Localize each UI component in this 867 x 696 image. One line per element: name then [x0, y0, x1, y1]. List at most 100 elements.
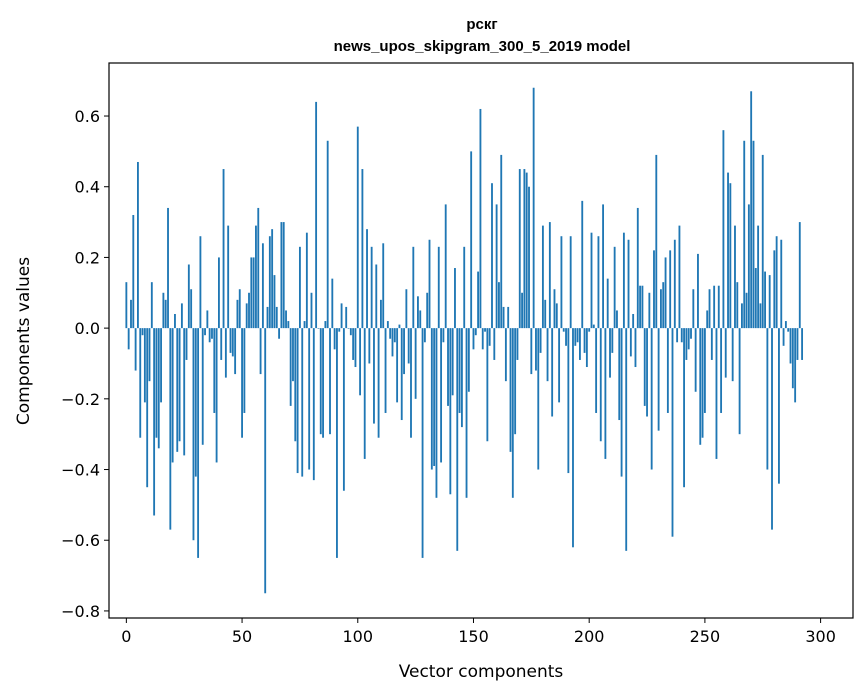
bar: [546, 328, 549, 382]
x-tick-label: 300: [805, 627, 836, 646]
bar: [398, 324, 401, 329]
bar: [523, 169, 526, 329]
bar: [185, 328, 188, 360]
bar: [646, 328, 648, 417]
x-tick-label: 200: [574, 627, 605, 646]
bar: [504, 328, 507, 382]
bar: [486, 328, 489, 442]
bar: [180, 303, 183, 329]
bar: [171, 328, 174, 463]
bar: [224, 328, 227, 378]
bar: [699, 328, 702, 445]
bar: [447, 328, 449, 406]
bar: [752, 140, 755, 329]
bar: [287, 321, 290, 329]
bar: [701, 328, 704, 438]
bar: [683, 328, 685, 488]
bar: [727, 172, 729, 329]
bar: [537, 328, 540, 470]
x-tick-label: 50: [232, 627, 252, 646]
bar: [273, 275, 276, 329]
bar: [178, 328, 181, 442]
bar: [551, 328, 554, 417]
bar: [412, 246, 415, 329]
bar: [611, 328, 614, 353]
bar: [544, 299, 547, 329]
x-tick-label: 150: [458, 627, 489, 646]
bar: [694, 328, 697, 392]
bar: [208, 328, 211, 343]
y-tick-label: −0.2: [61, 390, 100, 409]
bar: [465, 328, 468, 498]
y-tick-label: −0.4: [61, 461, 100, 480]
bar: [685, 328, 688, 360]
bar: [581, 200, 584, 329]
bar: [194, 328, 197, 477]
bar: [370, 246, 373, 329]
bar: [340, 303, 343, 329]
x-tick-label: 250: [690, 627, 721, 646]
bar: [419, 310, 422, 329]
bar: [280, 222, 283, 329]
bar: [606, 278, 609, 329]
bar: [498, 282, 500, 329]
bar: [160, 328, 162, 403]
bar: [430, 328, 433, 470]
bar: [782, 328, 785, 346]
bar: [324, 321, 327, 329]
bar: [329, 328, 331, 435]
bar: [794, 328, 797, 403]
bar: [294, 328, 297, 442]
bar: [317, 328, 320, 329]
bar: [285, 310, 287, 329]
bar: [801, 328, 804, 360]
x-tick-label: 0: [121, 627, 131, 646]
bar: [634, 328, 637, 368]
bar: [361, 169, 364, 329]
bar: [215, 328, 218, 463]
bar: [532, 87, 535, 329]
bar: [229, 328, 232, 353]
bar: [757, 225, 760, 329]
bar: [771, 328, 773, 530]
bar: [738, 328, 741, 435]
bar: [502, 306, 505, 329]
bar: [678, 225, 681, 329]
bar: [426, 292, 429, 329]
bar: [379, 299, 382, 329]
bar: [720, 328, 723, 413]
bar: [639, 285, 642, 329]
bar: [500, 154, 503, 329]
bar: [352, 328, 355, 360]
bar: [164, 299, 167, 329]
bar: [259, 328, 262, 375]
bar: [336, 328, 338, 558]
bar: [359, 328, 362, 396]
bar: [243, 328, 246, 413]
bar: [481, 328, 484, 350]
bar: [407, 328, 410, 364]
bar: [245, 303, 248, 329]
bar: [514, 328, 517, 435]
bar: [676, 328, 679, 343]
bar: [706, 310, 709, 329]
bar: [671, 328, 674, 537]
bar: [199, 236, 202, 329]
y-tick-label: 0.6: [75, 107, 100, 126]
bar: [509, 328, 512, 452]
bar: [255, 225, 257, 329]
bar: [734, 225, 736, 329]
bar: [648, 292, 651, 329]
bar: [636, 207, 639, 329]
bar: [484, 328, 486, 332]
bar: [298, 246, 301, 329]
bar: [460, 328, 463, 428]
bar: [535, 328, 537, 371]
chart-title-line1: рскг: [466, 16, 497, 33]
bar: [521, 292, 523, 329]
bar: [315, 101, 318, 329]
bar: [155, 328, 158, 438]
bar: [579, 328, 581, 360]
bar: [354, 328, 357, 368]
